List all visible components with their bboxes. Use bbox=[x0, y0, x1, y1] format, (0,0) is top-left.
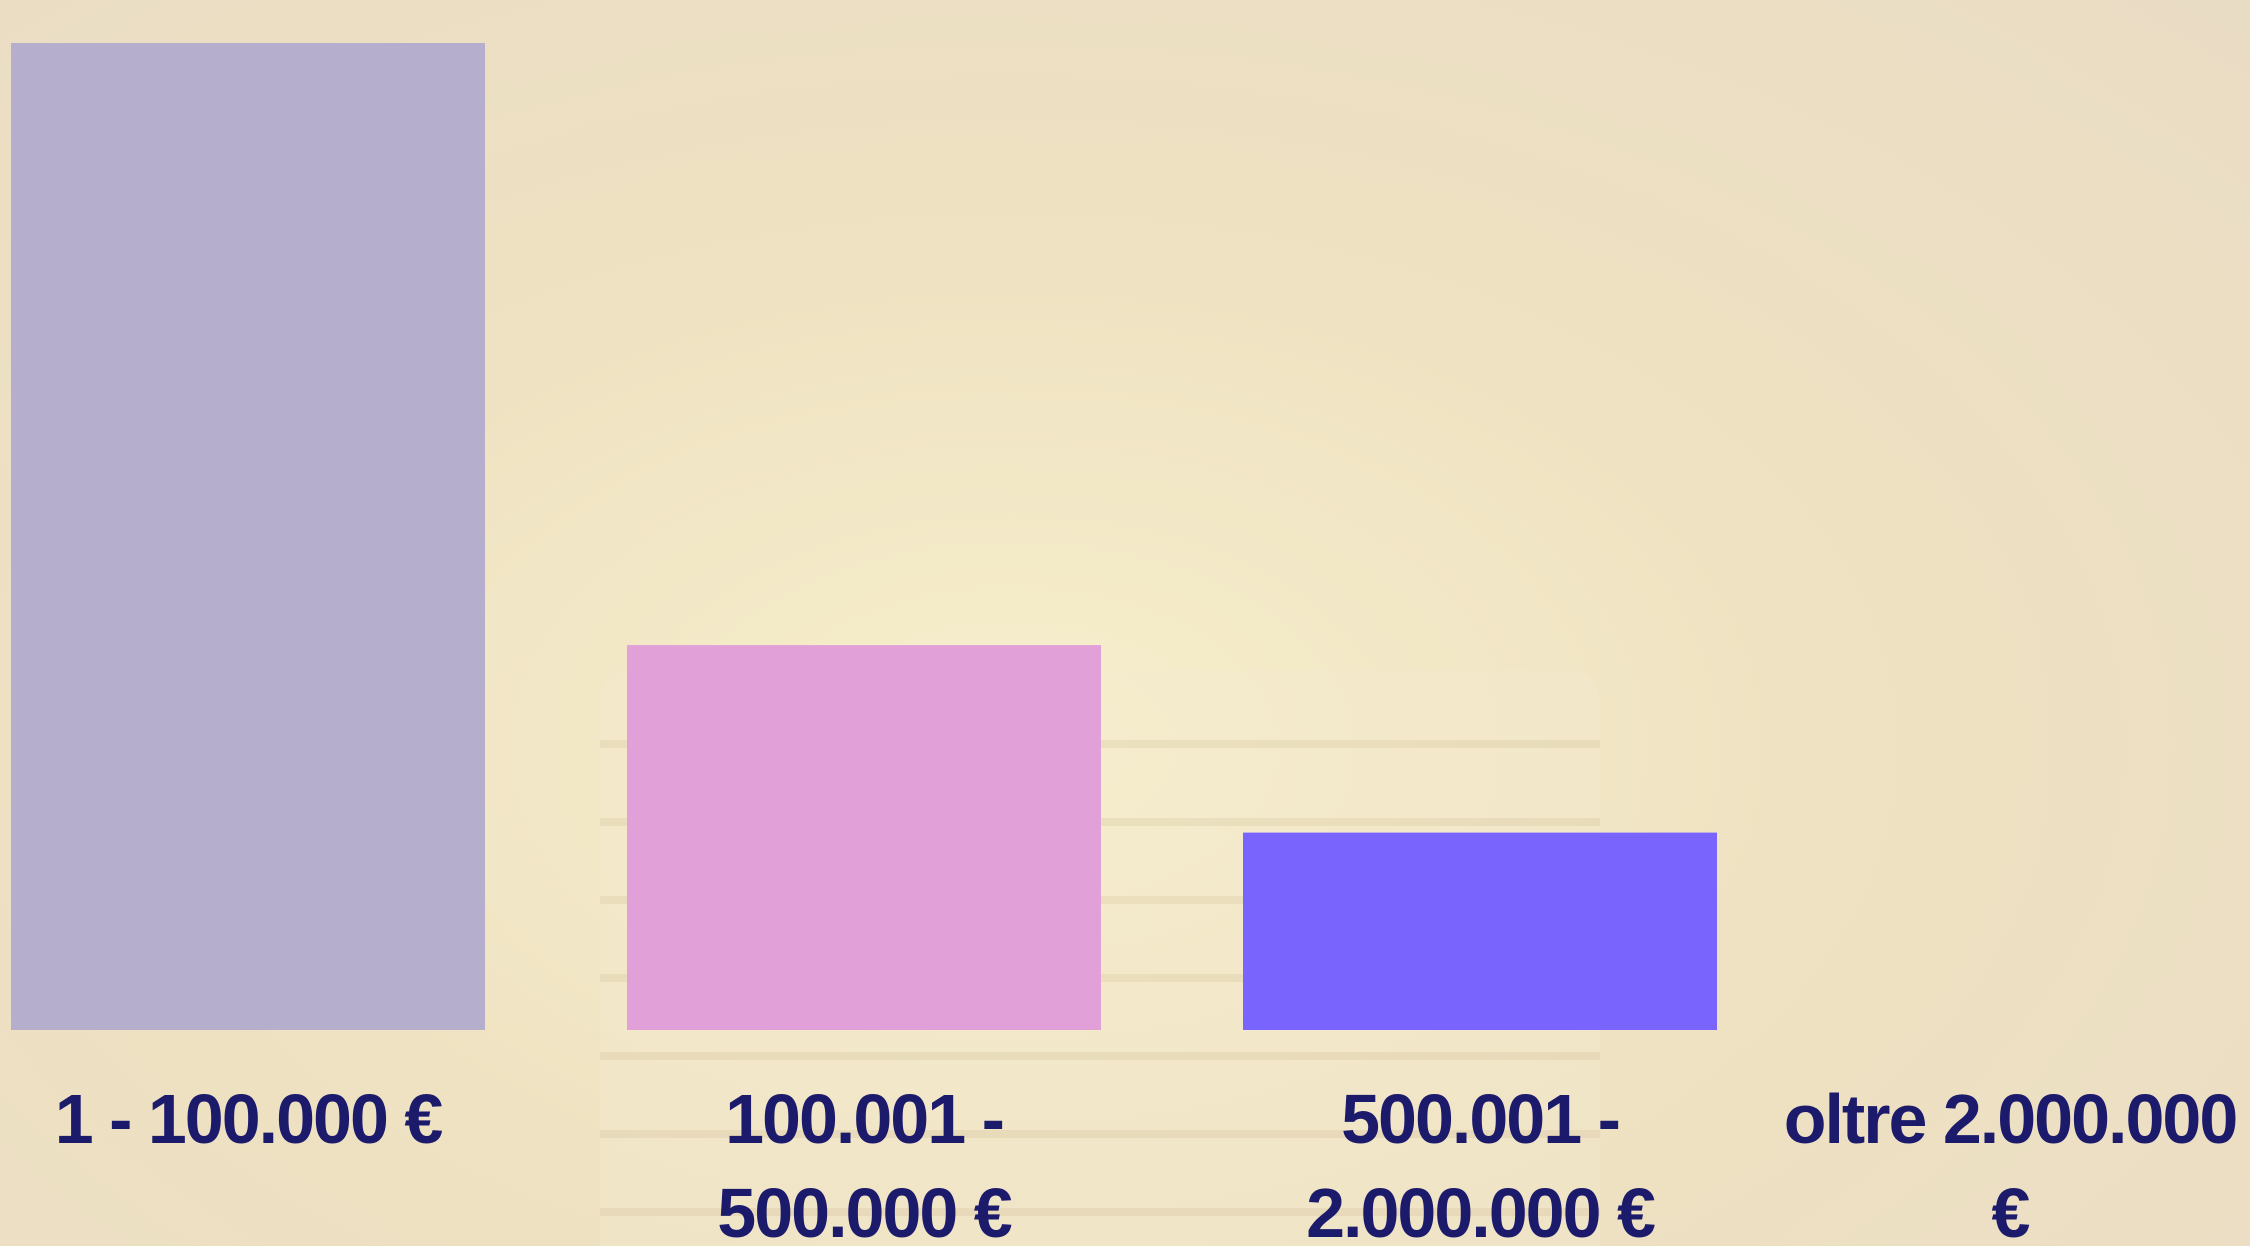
category-label: oltre 2.000.000 € bbox=[1780, 1072, 2240, 1246]
chart: 1 - 100.000 € 100.001 - 500.000 € 500.001 … bbox=[0, 0, 2250, 1246]
plot-area bbox=[0, 0, 2250, 1246]
bar bbox=[1243, 833, 1717, 1030]
category-label: 500.001 - 2.000.000 € bbox=[1250, 1072, 1710, 1246]
bar bbox=[627, 645, 1101, 1030]
category-label: 1 - 100.000 € bbox=[18, 1072, 478, 1166]
bar bbox=[11, 43, 485, 1030]
category-label: 100.001 - 500.000 € bbox=[634, 1072, 1094, 1246]
